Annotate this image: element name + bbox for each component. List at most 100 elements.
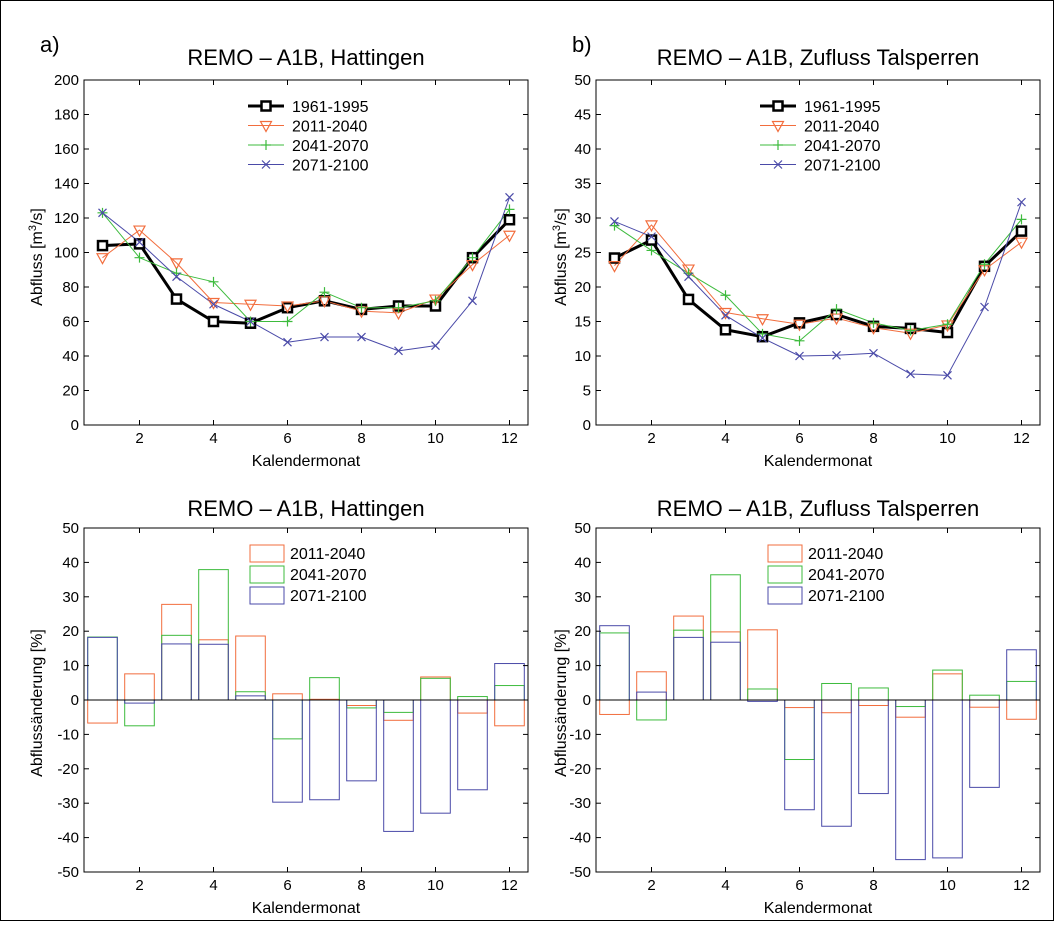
x-tick-label: 6: [795, 430, 803, 447]
x-tick-label: 2: [647, 877, 655, 894]
data-point-1961-1995: [1015, 225, 1028, 237]
x-tick-label: 8: [869, 877, 877, 894]
data-point-2011-2040: [132, 225, 147, 238]
data-point-2011-2040: [502, 230, 517, 243]
x-tick-label: 2: [647, 430, 655, 447]
data-point-2011-2040: [792, 319, 807, 332]
data-point-2071-2100: [135, 237, 144, 247]
y-tick-label: 0: [71, 692, 79, 709]
data-point-2071-2100: [647, 232, 656, 242]
data-point-2041-2070: [720, 290, 731, 301]
data-point-2071-2100: [943, 370, 952, 380]
legend-swatch-2041-2070: [767, 565, 803, 584]
data-point-2071-2100: [505, 192, 514, 202]
y-tick-label: 120: [54, 210, 79, 227]
panel-label-b: b): [572, 32, 592, 57]
chart-title-a: REMO – A1B, Hattingen: [187, 45, 424, 70]
y-tick-label: 15: [574, 314, 591, 331]
y-tick-label: 40: [62, 554, 79, 571]
chart-title-c: REMO – A1B, Hattingen: [187, 496, 424, 521]
plot-area-d: 2 4 6 8 10 12 -50 -40 -30 -20 -10 0 10 20 30 40 50 2011-2…: [569, 520, 1041, 894]
legend-marker-1961-1995: [772, 100, 784, 112]
data-point-2041-2070: [1016, 214, 1027, 225]
y-axis-label-b: Abfluss [m3/s]: [551, 208, 570, 306]
y-tick-label: 0: [71, 417, 79, 434]
legend-marker-2071-2100: [261, 160, 271, 169]
y-tick-label: 40: [574, 141, 591, 158]
y-tick-label: 50: [574, 520, 591, 537]
y-tick-label: 50: [574, 72, 591, 89]
y-tick-label: -40: [57, 830, 79, 847]
legend-label-2041-2070: 2041-2070: [292, 138, 369, 155]
data-point-1961-1995: [170, 293, 183, 305]
legend-swatch-2071-2100: [249, 586, 285, 605]
data-point-2071-2100: [795, 351, 804, 361]
y-tick-label: 10: [62, 658, 79, 675]
y-tick-label: 50: [62, 520, 79, 537]
data-point-2071-2100: [832, 350, 841, 360]
data-point-2011-2040: [206, 297, 221, 310]
data-point-2071-2100: [246, 317, 255, 326]
panel-d: REMO – A1B, Zufluss Talsperren 2 4 6 8 10 12 -…: [553, 496, 1041, 917]
data-point-1961-1995: [719, 324, 732, 336]
data-point-2071-2100: [283, 337, 292, 347]
y-tick-label: -10: [569, 726, 591, 743]
x-tick-label: 12: [1013, 877, 1030, 894]
x-tick-label: 12: [501, 877, 518, 894]
x-tick-label: 2: [135, 877, 143, 894]
data-point-2011-2040: [428, 294, 443, 307]
data-point-1961-1995: [682, 293, 695, 306]
panel-c: REMO – A1B, Hattingen 2 4 6 8 10 12 -50 -40 -30 -…: [29, 496, 529, 917]
y-tick-label: 0: [583, 692, 591, 709]
y-tick-label: 20: [62, 623, 79, 640]
data-point-2011-2040: [755, 314, 770, 326]
series-line-2011-2040: [614, 224, 1022, 334]
legend-swatch-2071-2100: [767, 586, 803, 605]
data-point-2071-2100: [684, 272, 693, 282]
y-tick-label: 180: [54, 107, 79, 124]
legend-label-2041-2070: 2041-2070: [804, 138, 881, 155]
data-point-2071-2100: [468, 296, 477, 306]
y-tick-label: 30: [574, 210, 591, 227]
data-point-1961-1995: [503, 213, 516, 226]
x-tick-label: 8: [869, 430, 877, 447]
data-point-2041-2070: [831, 304, 842, 315]
y-tick-label: -50: [569, 864, 591, 881]
y-axis-label-a: Abfluss [m3/s]: [27, 208, 46, 306]
data-point-2041-2070: [467, 252, 478, 263]
legend-label-2011-2040: 2011-2040: [804, 119, 879, 136]
data-point-2041-2070: [794, 335, 805, 346]
legend-marker-2071-2100: [773, 160, 783, 169]
plot-area-a: 2 4 6 8 10 120204060801001201401601802001961-…: [54, 72, 529, 447]
data-point-2071-2100: [721, 310, 730, 320]
x-axis-label-a: Kalendermonat: [252, 453, 361, 470]
data-point-2041-2070: [430, 295, 441, 306]
data-point-2041-2070: [504, 204, 515, 215]
y-tick-label: 45: [574, 107, 591, 124]
x-tick-label: 10: [939, 430, 956, 447]
x-axis-label-b: Kalendermonat: [764, 453, 873, 470]
series-line-2071-2100: [614, 201, 1022, 376]
data-point-1961-1995: [207, 315, 220, 328]
legend-label-2011-2040: 2011-2040: [808, 546, 883, 563]
data-point-2041-2070: [942, 319, 953, 330]
y-tick-label: 140: [54, 176, 79, 193]
data-point-2041-2070: [282, 316, 293, 327]
y-tick-label: 100: [54, 245, 79, 262]
x-tick-label: 10: [939, 877, 956, 894]
chart-title-b: REMO – A1B, Zufluss Talsperren: [657, 45, 979, 70]
legend-marker-2011-2040: [771, 120, 785, 133]
x-tick-label: 10: [427, 877, 444, 894]
data-point-2011-2040: [681, 264, 696, 277]
data-point-2011-2040: [607, 261, 622, 273]
y-tick-label: 20: [574, 279, 591, 296]
y-tick-label: -20: [57, 761, 79, 778]
panel-a: a) REMO – A1B, Hattingen 2 4 6 8 10 120204060…: [27, 32, 529, 470]
y-tick-label: 20: [574, 623, 591, 640]
data-point-2071-2100: [98, 208, 107, 218]
data-point-2041-2070: [134, 252, 145, 263]
data-point-2071-2100: [610, 217, 619, 226]
y-tick-label: 25: [574, 245, 591, 262]
data-point-2011-2040: [1014, 237, 1029, 250]
